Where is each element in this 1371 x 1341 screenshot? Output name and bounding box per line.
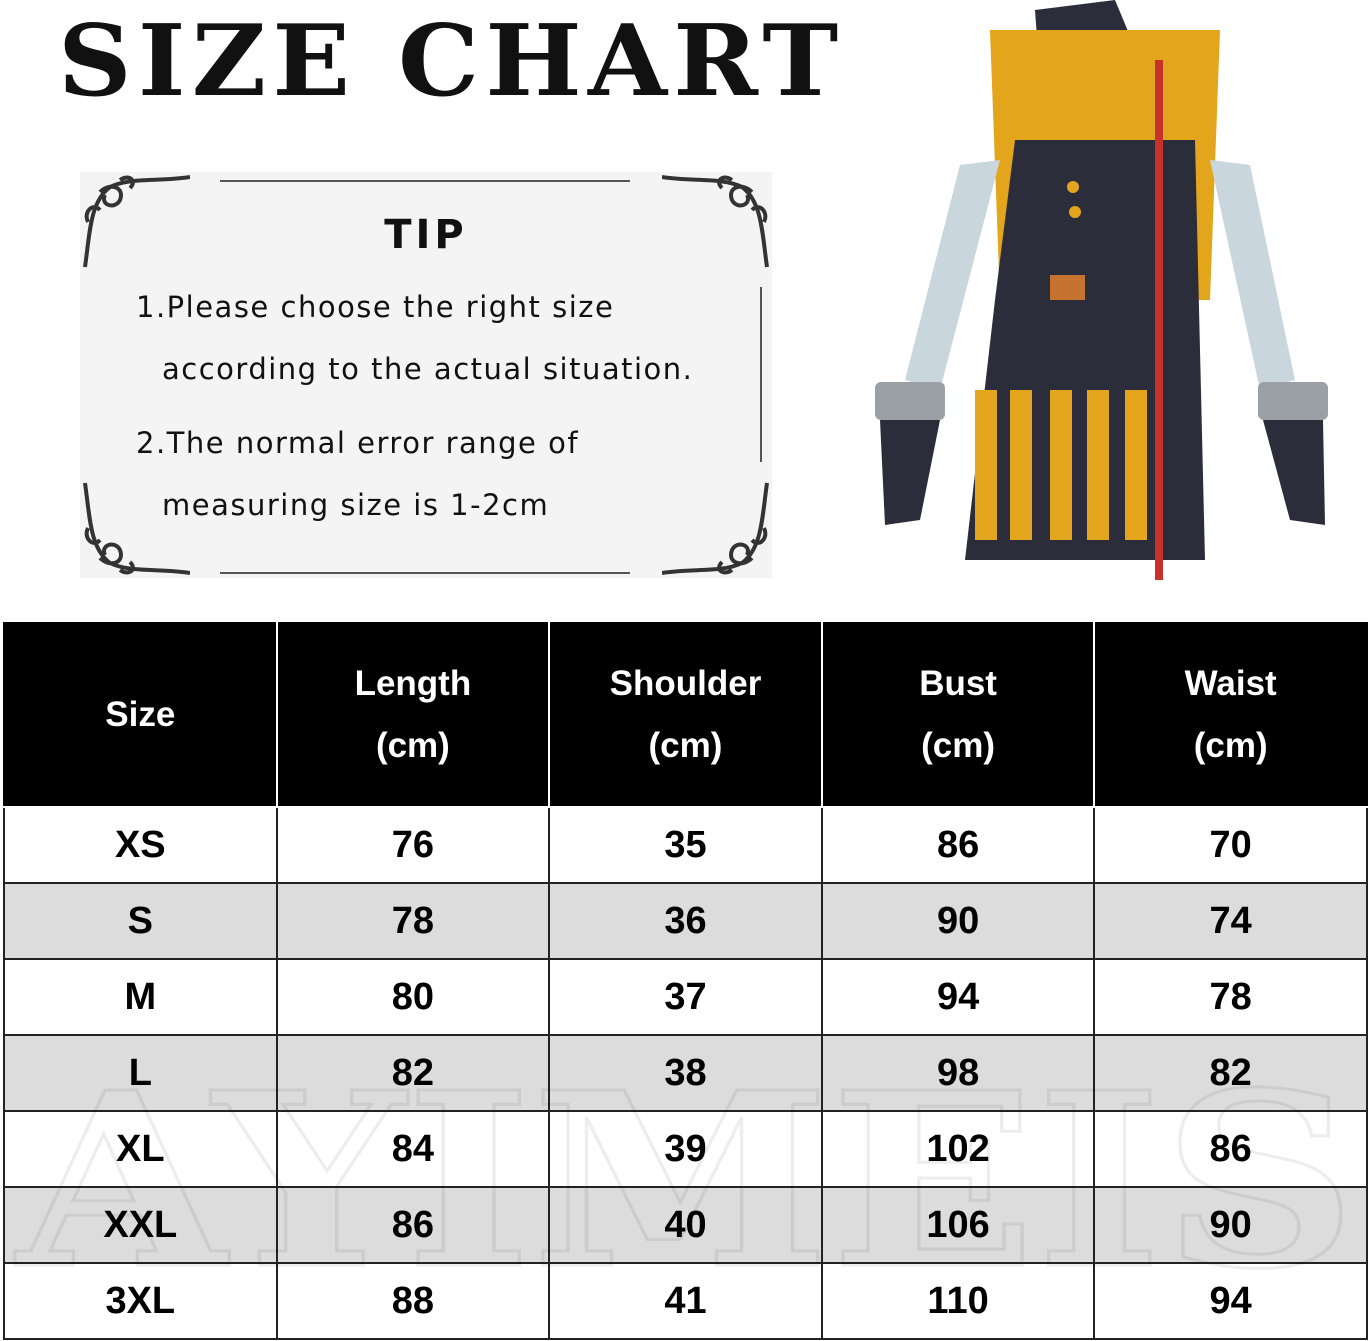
measurement-cell: 78	[275, 882, 551, 960]
measurement-cell: 86	[275, 1186, 551, 1264]
measurement-cell: 78	[1093, 958, 1368, 1036]
costume-product-image	[875, 0, 1328, 580]
measurement-cell: 88	[275, 1262, 551, 1340]
measurement-cell: 80	[275, 958, 551, 1036]
table-row: XL 84 39 102 86	[3, 1110, 1368, 1188]
measurement-cell: 38	[548, 1034, 823, 1112]
table-row: XXL 86 40 106 90	[3, 1186, 1368, 1264]
divider	[760, 287, 762, 462]
header-shoulder: Shoulder (cm)	[548, 622, 823, 808]
tip-line: according to the actual situation.	[162, 352, 694, 386]
measurement-cell: 37	[548, 958, 823, 1036]
header-unit: (cm)	[921, 726, 996, 765]
measurement-cell: 74	[1093, 882, 1368, 960]
header-label: Shoulder	[609, 664, 762, 703]
table-row: L 82 38 98 82	[3, 1034, 1368, 1112]
header-label: Length	[354, 664, 472, 703]
tip-heading: TIP	[384, 212, 468, 258]
header-unit: (cm)	[375, 726, 450, 765]
size-cell: XS	[3, 806, 278, 884]
measurement-cell: 36	[548, 882, 823, 960]
header-label: Bust	[919, 664, 997, 703]
table-header-row: Size Length (cm) Shoulder (cm) Bust (cm) Wa…	[3, 622, 1368, 808]
measurement-cell: 94	[1093, 1262, 1368, 1340]
ornament-corner-icon	[83, 482, 190, 575]
size-cell: XL	[3, 1110, 278, 1188]
measurement-cell: 110	[820, 1262, 1096, 1340]
size-cell: 3XL	[3, 1262, 278, 1340]
header-waist: Waist (cm)	[1093, 622, 1368, 808]
measurement-cell: 39	[548, 1110, 823, 1188]
measurement-cell: 98	[820, 1034, 1096, 1112]
size-table: Size Length (cm) Shoulder (cm) Bust (cm) Wa…	[3, 622, 1368, 1340]
tip-line: measuring size is 1-2cm	[162, 488, 550, 522]
measurement-cell: 76	[275, 806, 551, 884]
table-row: 3XL 88 41 110 94	[3, 1262, 1368, 1340]
header-unit: (cm)	[648, 726, 723, 765]
measurement-cell: 106	[820, 1186, 1096, 1264]
table-row: M 80 37 94 78	[3, 958, 1368, 1036]
header-label: Waist	[1184, 664, 1277, 703]
tip-line: 2.The normal error range of	[136, 426, 580, 460]
size-cell: XXL	[3, 1186, 278, 1264]
size-cell: L	[3, 1034, 278, 1112]
measurement-cell: 40	[548, 1186, 823, 1264]
ornament-corner-icon	[662, 482, 769, 575]
measurement-cell: 35	[548, 806, 823, 884]
measurement-cell: 84	[275, 1110, 551, 1188]
header-length: Length (cm)	[275, 622, 551, 808]
divider	[220, 180, 630, 182]
measurement-cell: 102	[820, 1110, 1096, 1188]
table-row: S 78 36 90 74	[3, 882, 1368, 960]
header-size: Size	[3, 622, 278, 808]
header-label: Size	[105, 695, 176, 734]
measurement-cell: 86	[1093, 1110, 1368, 1188]
measurement-cell: 86	[820, 806, 1096, 884]
ornament-corner-icon	[662, 175, 769, 268]
size-cell: S	[3, 882, 278, 960]
measurement-cell: 94	[820, 958, 1096, 1036]
page-title: SIZE CHART	[58, 4, 845, 119]
measurement-cell: 82	[1093, 1034, 1368, 1112]
tip-line: 1.Please choose the right size	[136, 290, 615, 324]
tip-box: TIP 1.Please choose the right size accor…	[80, 172, 772, 578]
divider	[220, 572, 630, 574]
measurement-cell: 90	[1093, 1186, 1368, 1264]
measurement-cell: 90	[820, 882, 1096, 960]
ornament-corner-icon	[83, 175, 190, 268]
header-bust: Bust (cm)	[820, 622, 1096, 808]
size-cell: M	[3, 958, 278, 1036]
measurement-cell: 41	[548, 1262, 823, 1340]
measurement-cell: 82	[275, 1034, 551, 1112]
header-unit: (cm)	[1193, 726, 1268, 765]
measurement-cell: 70	[1093, 806, 1368, 884]
table-row: XS 76 35 86 70	[3, 806, 1368, 884]
